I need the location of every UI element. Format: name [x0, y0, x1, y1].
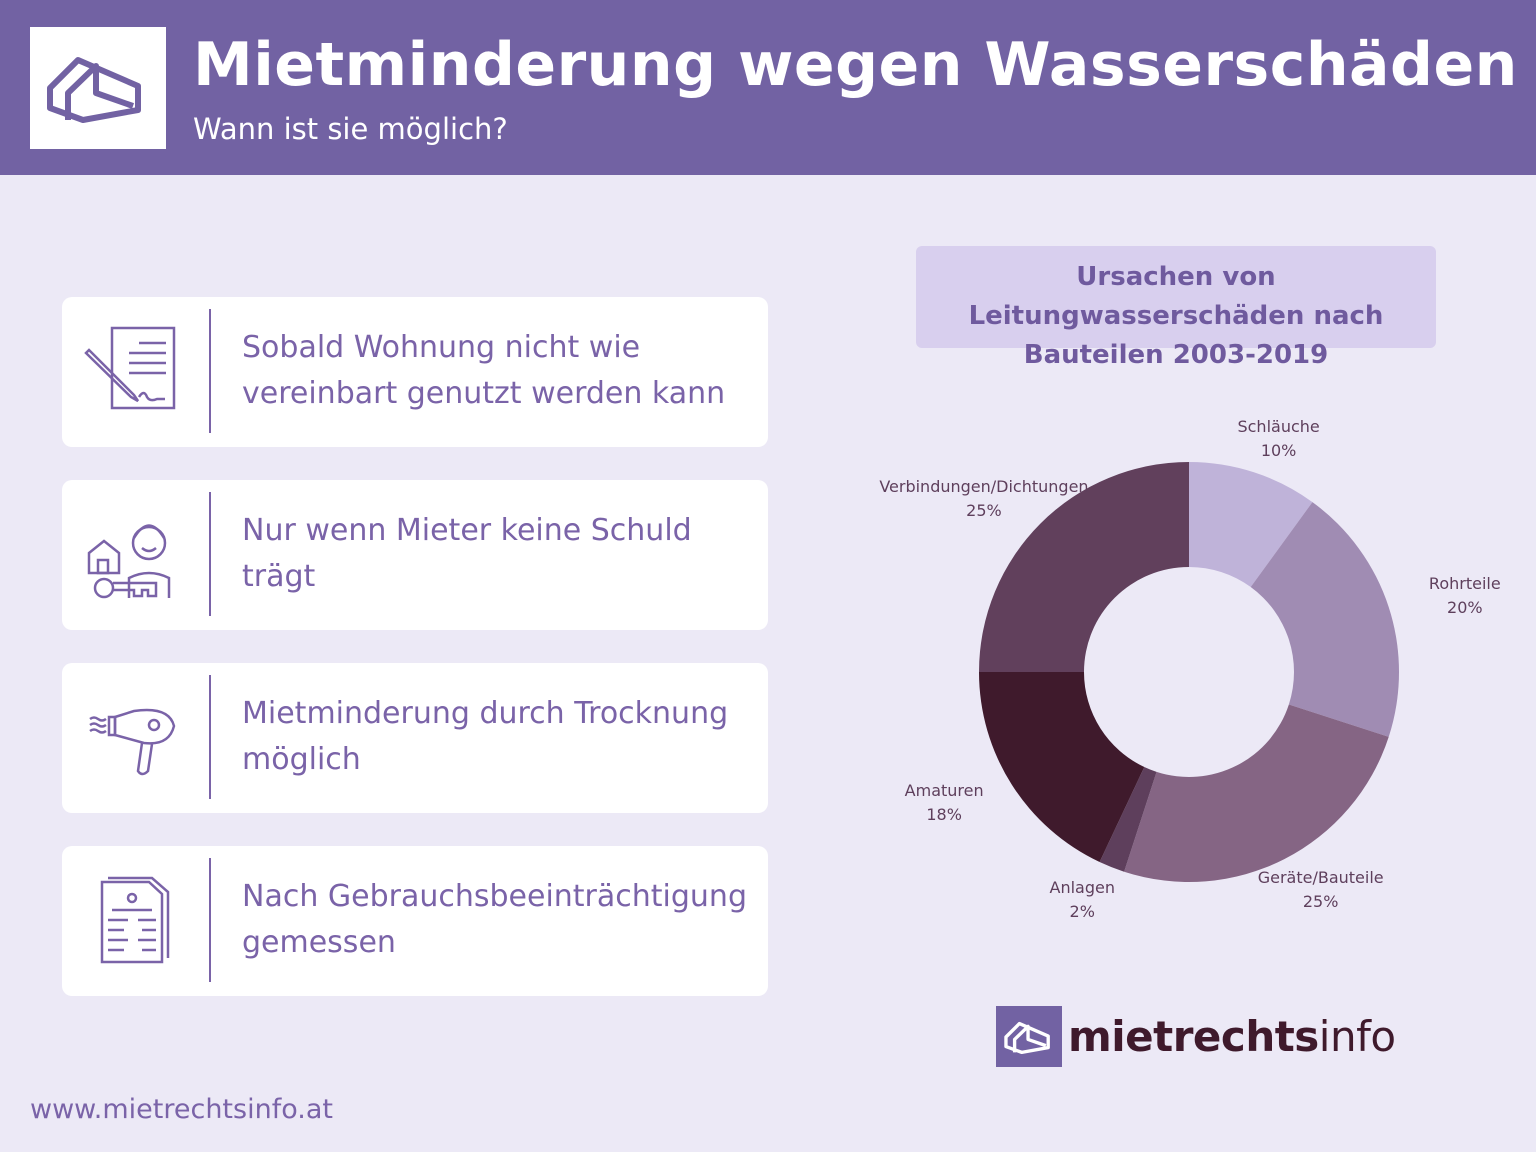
donut-slice-0	[1189, 462, 1313, 588]
brand-name: mietrechtsinfo	[1068, 1012, 1396, 1061]
donut-slice-4	[979, 672, 1145, 863]
slice-value-label: 2%	[1069, 901, 1095, 921]
card-text: Mietminderung durch Trocknung möglich	[242, 696, 729, 777]
divider	[209, 492, 211, 616]
slice-label: Rohrteile 20%	[1429, 572, 1501, 620]
slice-category-label: Amaturen	[904, 781, 984, 801]
brand-name-light: info	[1318, 1012, 1396, 1061]
slice-category-label: Rohrteile	[1428, 574, 1501, 594]
slice-value-label: 18%	[926, 805, 962, 825]
chart-title: Ursachen von Leitungwasserschäden nach B…	[916, 246, 1436, 370]
card-text: Sobald Wohnung nicht wie vereinbart genu…	[242, 330, 726, 411]
card-text: Nur wenn Mieter keine Schuld trägt	[242, 513, 692, 594]
brand-house-icon	[996, 1006, 1062, 1067]
house-logo-icon	[47, 57, 141, 123]
tenant-key-icon	[87, 524, 171, 599]
info-card: Nach Gebrauchsbeeinträchtigung gemessen	[62, 846, 768, 996]
slice-category-label: Verbindungen/Dichtungen	[879, 476, 1089, 496]
page-title: Mietminderung wegen Wasserschäden	[193, 30, 1518, 100]
divider	[209, 675, 211, 799]
slice-value-label: 25%	[966, 500, 1002, 520]
info-card: Mietminderung durch Trocknung möglich	[62, 663, 768, 813]
logo	[30, 27, 166, 149]
document-icon	[100, 876, 170, 964]
contract-sign-icon	[84, 326, 176, 410]
slice-category-label: Schläuche	[1237, 416, 1320, 436]
header: Mietminderung wegen Wasserschäden Wann i…	[0, 0, 1536, 175]
slice-label: Anlagen 2%	[1049, 876, 1114, 924]
page-subtitle: Wann ist sie möglich?	[193, 112, 508, 146]
info-card: Sobald Wohnung nicht wie vereinbart genu…	[62, 297, 768, 447]
brand-name-bold: mietrechts	[1068, 1012, 1319, 1061]
donut-slice-2	[1124, 704, 1389, 882]
donut-slice-5	[979, 462, 1189, 672]
hair-dryer-icon	[89, 708, 176, 776]
slice-label: Verbindungen/Dichtungen 25%	[879, 475, 1088, 523]
slice-value-label: 10%	[1260, 440, 1297, 460]
donut-slice-1	[1250, 502, 1399, 737]
slice-label: Amaturen 18%	[905, 779, 984, 827]
slice-value-label: 20%	[1447, 598, 1483, 618]
donut-slice-3	[1099, 767, 1157, 872]
info-card: Nur wenn Mieter keine Schuld trägt	[62, 480, 768, 630]
card-text: Nach Gebrauchsbeeinträchtigung gemessen	[242, 879, 747, 960]
slice-value-label: 25%	[1302, 892, 1339, 912]
slice-category-label: Geräte/Bauteile	[1257, 868, 1384, 888]
slice-category-label: Anlagen	[1049, 877, 1115, 897]
slice-label: Geräte/Bauteile 25%	[1258, 866, 1384, 914]
divider	[209, 858, 211, 982]
divider	[209, 309, 211, 433]
slice-label: Schläuche 10%	[1237, 415, 1319, 463]
website-url[interactable]: www.mietrechtsinfo.at	[30, 1094, 333, 1125]
brand-logo: mietrechtsinfo	[996, 1006, 1396, 1067]
